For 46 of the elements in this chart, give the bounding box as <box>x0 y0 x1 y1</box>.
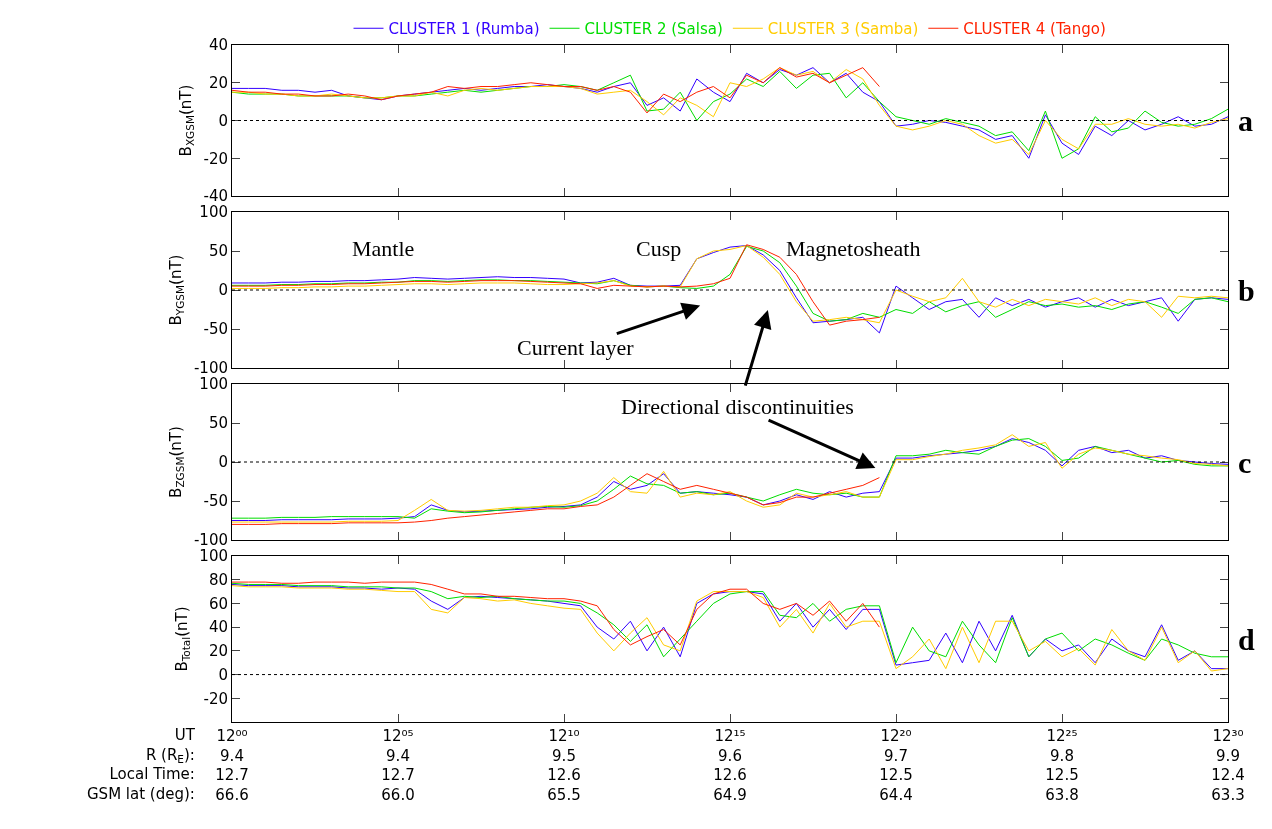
annotation: Mantle <box>352 236 415 261</box>
x-tick-label: 12²⁰ 9.7 12.5 64.4 <box>879 727 913 804</box>
x-tick-label: 12¹⁰ 9.5 12.6 65.5 <box>547 727 581 804</box>
x-tick-label: 12³⁰ 9.9 12.4 63.3 <box>1211 727 1245 804</box>
text: c <box>1238 446 1252 479</box>
y-tick-label: -100 <box>193 531 228 550</box>
annotation: Current layer <box>517 335 635 360</box>
y-tick-label: 0 <box>218 281 228 300</box>
y-tick-label: 100 <box>199 375 228 394</box>
x-tick-label: 12⁰⁵ 9.4 12.7 66.0 <box>381 727 415 804</box>
x-tick-label: 12¹⁵ 9.6 12.6 64.9 <box>713 727 747 804</box>
y-tick-label: 80 <box>208 570 228 589</box>
y-tick-label: 0 <box>218 111 228 130</box>
annotation: Directional discontinuities <box>621 394 854 419</box>
y-tick-label: 100 <box>199 547 228 566</box>
legend-label: CLUSTER 2 (Salsa) <box>584 20 723 39</box>
y-tick-label: 40 <box>208 618 228 637</box>
y-tick-label: -20 <box>203 689 228 708</box>
y-tick-label: -100 <box>193 359 228 378</box>
x-tick-label: 12²⁵ 9.8 12.5 63.8 <box>1045 727 1079 804</box>
text: a <box>1238 104 1253 137</box>
y-tick-label: 40 <box>208 36 228 55</box>
annotation: Cusp <box>636 236 682 261</box>
y-tick-label: 0 <box>218 665 228 684</box>
y-tick-label: 50 <box>208 242 228 261</box>
x-axis-title: UT R (R$_{E}$): Local Time: GSM lat (deg): <box>87 726 196 803</box>
y-tick-label: 0 <box>218 453 228 472</box>
y-tick-label: 100 <box>199 203 228 222</box>
y-tick-label: -50 <box>203 320 228 339</box>
legend-label: CLUSTER 1 (Rumba) <box>388 20 540 39</box>
x-tick-label: 12⁰⁰ 9.4 12.7 66.6 <box>215 727 249 804</box>
y-tick-label: -20 <box>203 149 228 168</box>
legend-label: CLUSTER 3 (Samba) <box>767 20 919 39</box>
y-tick-label: -40 <box>203 187 228 206</box>
text: d <box>1238 623 1255 656</box>
y-tick-label: 50 <box>208 414 228 433</box>
text: b <box>1238 274 1255 307</box>
line-series <box>232 473 880 525</box>
line-series <box>232 581 880 646</box>
y-tick-label: 20 <box>208 642 228 661</box>
legend-label: CLUSTER 4 (Tango) <box>963 20 1106 39</box>
y-tick-label: -50 <box>203 492 228 511</box>
annotation: Magnetosheath <box>786 236 921 261</box>
line-series <box>232 67 880 114</box>
y-tick-label: 20 <box>208 74 228 92</box>
y-tick-label: 60 <box>208 594 228 613</box>
